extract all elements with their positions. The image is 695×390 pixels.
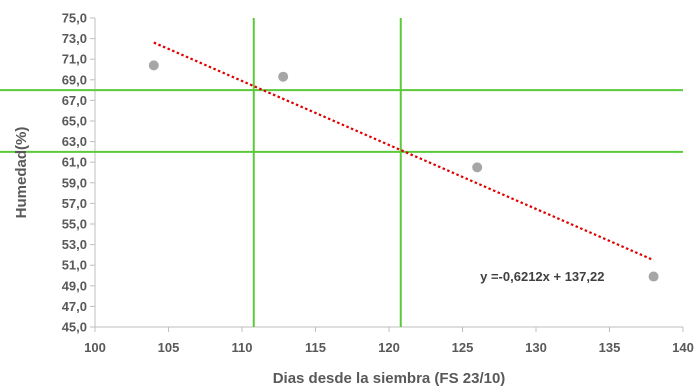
- x-tick-label: 100: [84, 340, 106, 355]
- y-tick-label: 71,0: [62, 52, 87, 67]
- x-tick-label: 135: [599, 340, 621, 355]
- y-tick-label: 53,0: [62, 237, 87, 252]
- y-tick-label: 51,0: [62, 258, 87, 273]
- y-axis-ticks: 45,0 47,0 49,0 51,0 53,0 55,0 57,0 59,0 61,0 63,0…: [62, 11, 95, 335]
- y-tick-label: 75,0: [62, 11, 87, 26]
- y-tick-label: 45,0: [62, 320, 87, 335]
- y-tick-label: 47,0: [62, 299, 87, 314]
- trendline-equation: y =-0,6212x + 137,22: [480, 269, 604, 284]
- y-axis-title: Humedad(%): [13, 127, 30, 219]
- y-tick-label: 65,0: [62, 114, 87, 129]
- y-tick-label: 61,0: [62, 155, 87, 170]
- data-point: [648, 271, 659, 282]
- data-points: [148, 60, 659, 282]
- trendline: [153, 41, 655, 262]
- trendline-group: [153, 41, 655, 262]
- data-point: [472, 162, 483, 173]
- x-axis-ticks: 100 105 110 115 120 125 130 135 140: [84, 327, 694, 355]
- y-tick-label: 59,0: [62, 175, 87, 190]
- x-tick-label: 105: [158, 340, 180, 355]
- x-tick-label: 115: [305, 340, 326, 355]
- y-tick-label: 69,0: [62, 72, 87, 87]
- y-tick-label: 63,0: [62, 134, 87, 149]
- x-tick-label: 110: [232, 340, 253, 355]
- y-tick-label: 49,0: [62, 278, 87, 293]
- y-tick-label: 73,0: [62, 31, 87, 46]
- data-point: [278, 71, 289, 82]
- x-tick-label: 125: [452, 340, 474, 355]
- y-tick-label: 67,0: [62, 93, 87, 108]
- reference-lines: [0, 18, 683, 327]
- x-axis-title: Dias desde la siembra (FS 23/10): [273, 370, 506, 387]
- x-tick-label: 140: [672, 340, 694, 355]
- x-tick-label: 120: [378, 340, 400, 355]
- y-tick-label: 57,0: [62, 196, 87, 211]
- data-point: [148, 60, 159, 71]
- x-tick-label: 130: [525, 340, 547, 355]
- y-tick-label: 55,0: [62, 217, 87, 232]
